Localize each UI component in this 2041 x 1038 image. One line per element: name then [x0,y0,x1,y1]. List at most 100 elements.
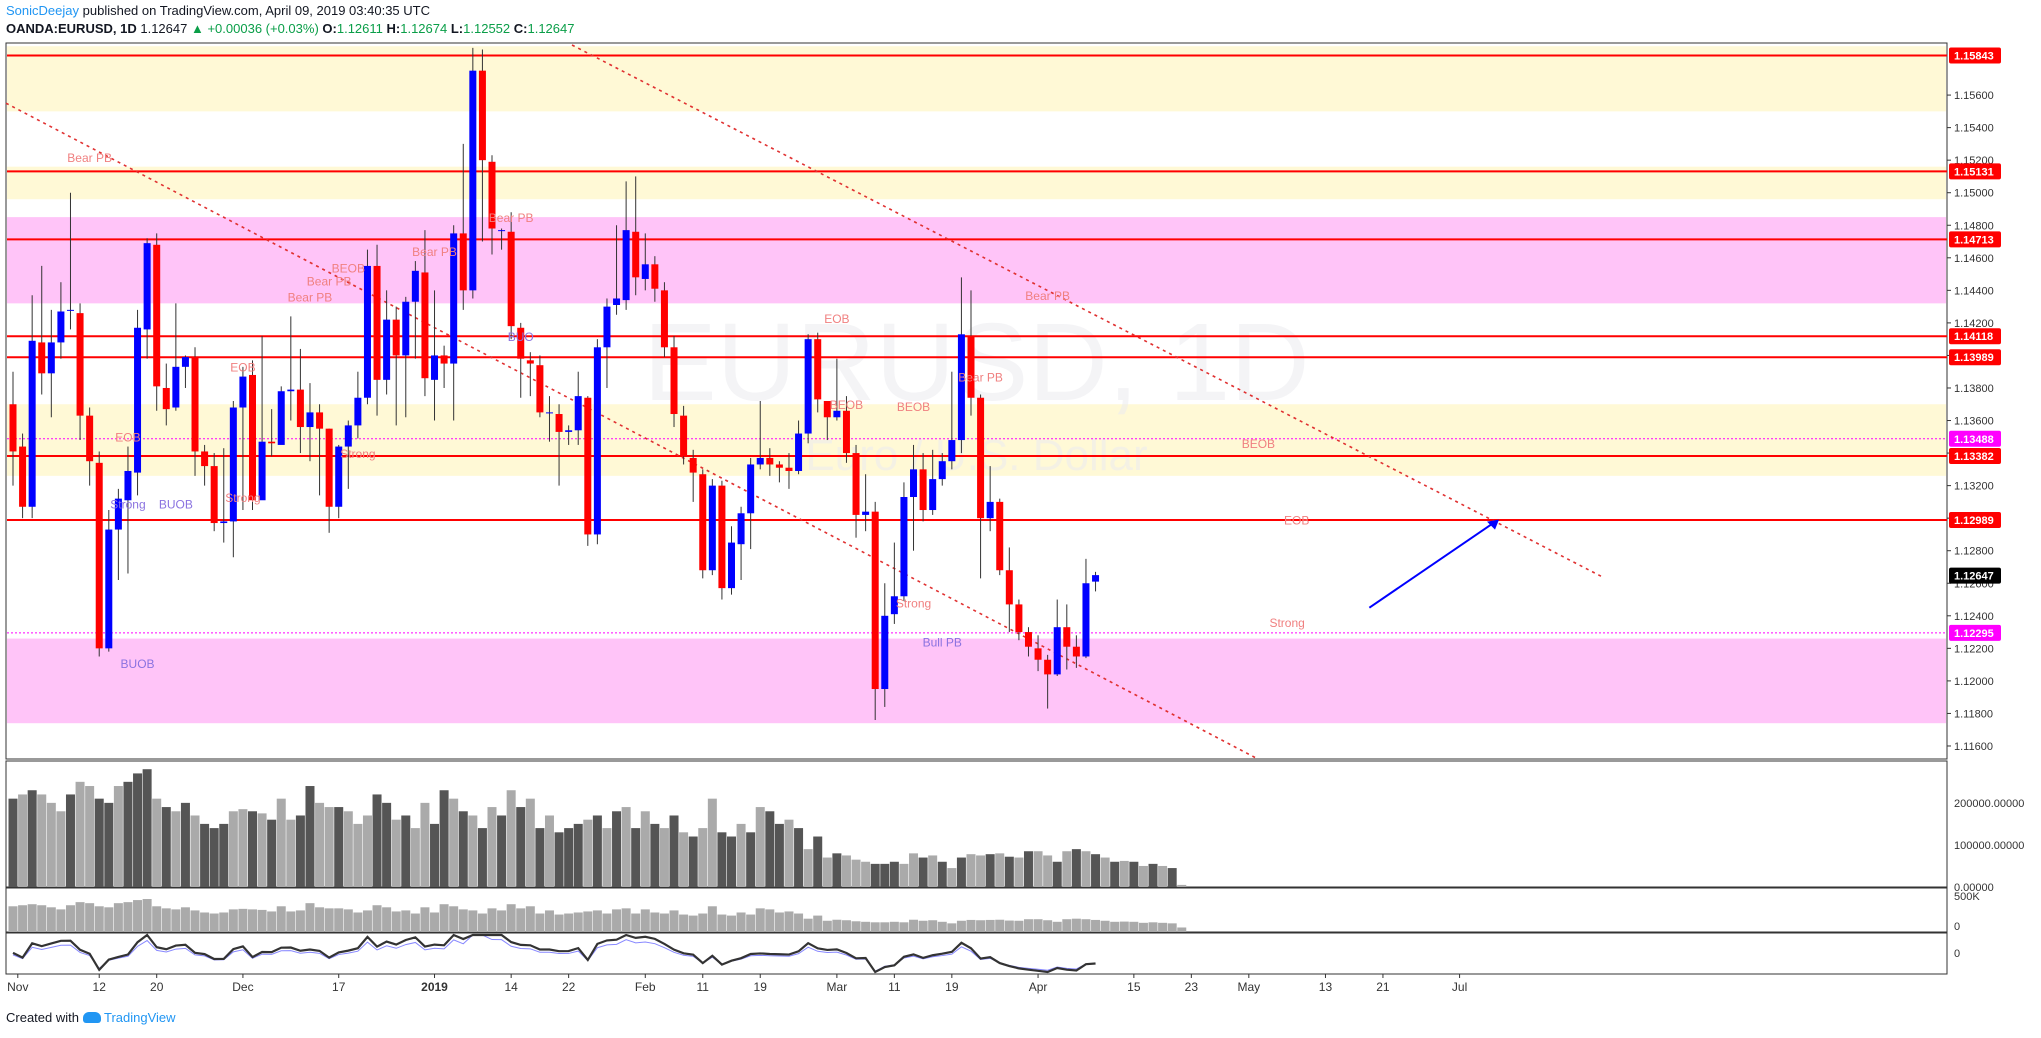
candle-34[interactable] [335,446,343,507]
candle-2[interactable] [28,340,36,507]
candle-25[interactable] [249,374,256,501]
candle-20[interactable] [201,451,209,467]
candle-6[interactable] [66,309,74,311]
candle-105[interactable] [1015,604,1023,633]
candle-103[interactable] [996,501,1004,571]
candle-21[interactable] [210,466,218,524]
candle-57[interactable] [555,414,563,432]
candle-74[interactable] [718,485,726,589]
candle-69[interactable] [670,347,678,415]
candle-35[interactable] [344,425,352,447]
candle-110[interactable] [1063,627,1071,647]
candle-40[interactable] [392,319,400,356]
candle-89[interactable] [862,511,870,515]
candle-48[interactable] [469,70,477,291]
candle-93[interactable] [900,497,908,597]
candle-61[interactable] [593,347,601,535]
candle-94[interactable] [910,469,918,498]
candle-60[interactable] [584,397,592,535]
candle-65[interactable] [632,231,640,278]
candle-70[interactable] [680,415,688,457]
candle-95[interactable] [919,469,927,511]
author-link[interactable]: SonicDeejay [6,3,79,18]
candle-11[interactable] [114,498,122,530]
candle-79[interactable] [766,457,774,465]
candle-100[interactable] [967,335,975,398]
candle-19[interactable] [191,357,199,452]
candle-54[interactable] [526,360,534,364]
candle-38[interactable] [373,265,381,380]
candle-67[interactable] [651,264,659,289]
candle-66[interactable] [641,264,649,279]
candle-46[interactable] [450,233,458,364]
candle-101[interactable] [977,397,985,519]
candle-63[interactable] [613,298,621,305]
candle-22[interactable] [220,521,228,524]
candle-7[interactable] [76,313,84,416]
candle-85[interactable] [823,401,831,418]
candle-112[interactable] [1082,583,1090,657]
candle-111[interactable] [1072,646,1080,657]
candle-59[interactable] [574,396,582,431]
candle-28[interactable] [277,391,285,445]
candle-97[interactable] [938,461,946,480]
candle-12[interactable] [124,470,132,501]
candle-53[interactable] [517,327,525,359]
candle-44[interactable] [431,355,439,380]
candle-83[interactable] [804,339,812,434]
candle-86[interactable] [833,410,841,418]
candle-68[interactable] [660,290,668,348]
candle-13[interactable] [134,327,142,473]
candle-76[interactable] [737,513,745,545]
candle-24[interactable] [239,376,247,408]
candle-8[interactable] [86,415,94,462]
candle-52[interactable] [507,231,515,327]
candle-81[interactable] [785,467,793,471]
candle-47[interactable] [459,233,467,291]
candle-31[interactable] [306,412,314,428]
candle-0[interactable] [9,404,17,452]
candle-107[interactable] [1034,648,1042,660]
candle-92[interactable] [890,596,898,615]
candle-109[interactable] [1053,627,1061,675]
candle-102[interactable] [986,501,994,519]
candle-10[interactable] [105,529,113,649]
candle-16[interactable] [162,387,170,410]
candle-37[interactable] [363,265,371,398]
candle-99[interactable] [957,334,965,441]
candle-87[interactable] [842,410,850,454]
candle-4[interactable] [47,342,55,374]
candle-55[interactable] [536,365,544,413]
candle-88[interactable] [852,453,860,515]
candle-75[interactable] [728,542,735,589]
candle-113[interactable] [1092,575,1100,582]
candle-73[interactable] [708,485,716,571]
candle-45[interactable] [440,355,448,364]
candle-29[interactable] [287,389,295,392]
candle-14[interactable] [143,243,151,330]
candle-26[interactable] [258,441,266,501]
candle-51[interactable] [498,230,506,232]
candle-106[interactable] [1024,632,1032,647]
candle-49[interactable] [478,70,486,161]
candle-32[interactable] [316,412,324,429]
candle-3[interactable] [38,342,46,374]
candle-9[interactable] [95,462,103,649]
tradingview-brand[interactable]: TradingView [103,1010,176,1025]
candle-42[interactable] [411,270,419,302]
candle-50[interactable] [488,161,496,229]
candle-43[interactable] [421,272,429,379]
candle-91[interactable] [881,615,889,690]
candle-23[interactable] [229,407,237,522]
candle-18[interactable] [181,357,189,367]
candle-82[interactable] [795,433,803,471]
candle-1[interactable] [19,446,27,507]
candle-36[interactable] [354,397,362,426]
candle-98[interactable] [948,440,956,462]
candle-62[interactable] [603,306,611,348]
candle-80[interactable] [775,464,783,468]
candle-30[interactable] [296,389,304,428]
candle-5[interactable] [57,311,65,343]
candle-104[interactable] [1005,570,1013,605]
candle-15[interactable] [153,244,161,387]
